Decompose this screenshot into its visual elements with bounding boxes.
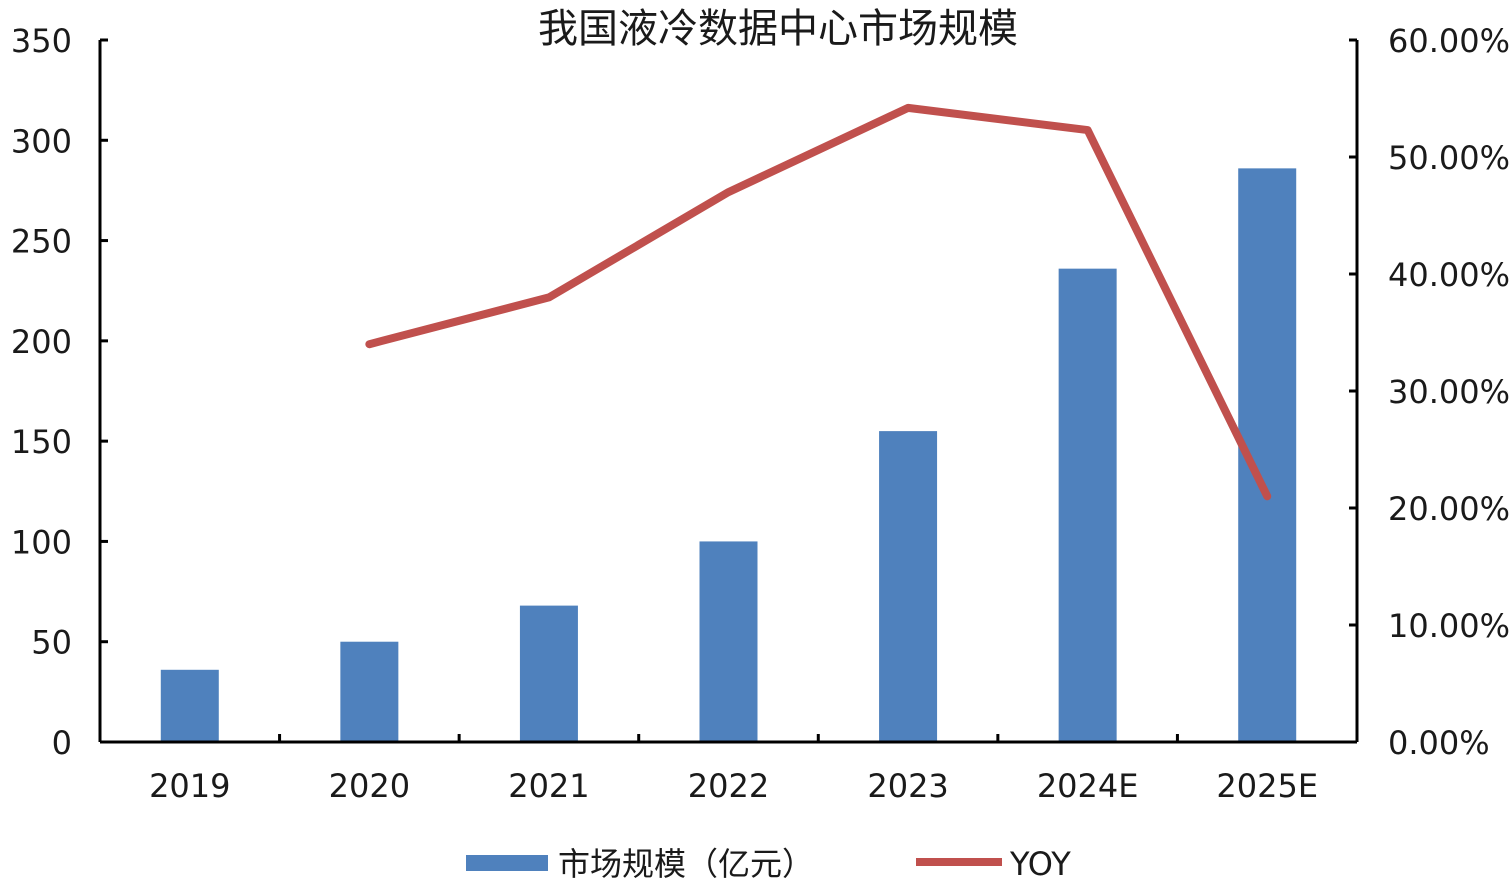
axes-group: 0 50 100 150 200 250 300 350 0.00% 10.00% 20.00% 30…	[11, 22, 1509, 805]
yoy-line	[365, 103, 1272, 501]
legend-bar-label: 市场规模（亿元）	[558, 845, 814, 883]
left-tick-label: 150	[11, 423, 72, 461]
bars-group	[160, 168, 1297, 742]
left-tick-label: 350	[11, 22, 72, 60]
legend: 市场规模（亿元） YOY	[466, 845, 1071, 883]
bar-2023	[879, 431, 938, 742]
left-tick-label: 0	[52, 724, 72, 762]
bar-2021	[519, 605, 578, 742]
bar-2020	[340, 641, 399, 742]
right-tick-label: 0.00%	[1388, 724, 1490, 762]
legend-line-label: YOY	[1009, 845, 1071, 883]
right-tick-label: 40.00%	[1388, 256, 1509, 294]
x-tick-label: 2023	[867, 767, 948, 805]
left-tick-label: 100	[11, 523, 72, 561]
x-tick-label: 2024E	[1037, 767, 1139, 805]
left-tick-label: 200	[11, 323, 72, 361]
x-tick-label: 2025E	[1216, 767, 1318, 805]
x-tick-label: 2021	[508, 767, 589, 805]
chart-title: 我国液冷数据中心市场规模	[538, 6, 1018, 52]
bar-2022	[699, 541, 758, 742]
left-tick-label: 250	[11, 223, 72, 261]
bar-2024E	[1058, 268, 1117, 742]
x-tick-label: 2022	[688, 767, 769, 805]
left-tick-label: 50	[31, 624, 72, 662]
right-tick-label: 30.00%	[1388, 373, 1509, 411]
right-tick-label: 50.00%	[1388, 139, 1509, 177]
right-tick-label: 10.00%	[1388, 607, 1509, 645]
x-tick-label: 2019	[149, 767, 230, 805]
bar-2019	[160, 669, 219, 742]
legend-bar-swatch	[466, 855, 548, 871]
right-tick-label: 20.00%	[1388, 490, 1509, 528]
left-tick-label: 300	[11, 122, 72, 160]
yoy-line-group	[365, 103, 1272, 501]
right-tick-label: 60.00%	[1388, 22, 1509, 60]
x-tick-label: 2020	[329, 767, 410, 805]
